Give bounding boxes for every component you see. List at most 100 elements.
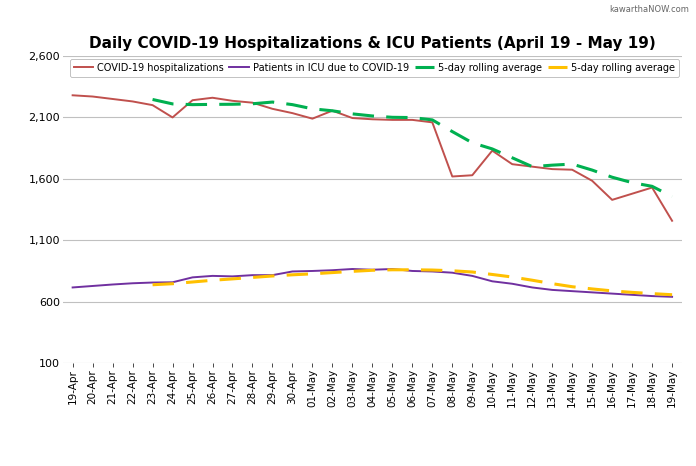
5-day rolling average [648, 184, 656, 189]
Patients in ICU due to COVID-19 [168, 280, 177, 285]
Line: Patients in ICU due to COVID-19: Patients in ICU due to COVID-19 [72, 269, 672, 297]
COVID-19 hospitalizations [189, 97, 197, 103]
Patients in ICU due to COVID-19 [88, 283, 97, 289]
COVID-19 hospitalizations [88, 94, 97, 99]
Patients in ICU due to COVID-19 [368, 267, 377, 273]
COVID-19 hospitalizations [668, 218, 677, 224]
5-day rolling average [308, 106, 317, 112]
Patients in ICU due to COVID-19 [528, 285, 537, 290]
Patients in ICU due to COVID-19 [248, 272, 257, 278]
COVID-19 hospitalizations [208, 95, 216, 101]
COVID-19 hospitalizations [228, 98, 237, 103]
Patients in ICU due to COVID-19 [428, 269, 436, 274]
5-day rolling average [448, 268, 457, 274]
5-day rolling average [508, 274, 516, 280]
Patients in ICU due to COVID-19 [548, 287, 556, 293]
Patients in ICU due to COVID-19 [468, 273, 477, 279]
5-day rolling average [588, 167, 596, 173]
COVID-19 hospitalizations [168, 115, 177, 120]
COVID-19 hospitalizations [288, 110, 296, 116]
Patients in ICU due to COVID-19 [329, 267, 337, 273]
Legend: COVID-19 hospitalizations, Patients in ICU due to COVID-19, 5-day rolling averag: COVID-19 hospitalizations, Patients in I… [70, 59, 679, 76]
COVID-19 hospitalizations [408, 117, 416, 123]
5-day rolling average [288, 272, 296, 278]
5-day rolling average [168, 101, 177, 107]
COVID-19 hospitalizations [508, 161, 516, 167]
5-day rolling average [148, 282, 157, 288]
5-day rolling average [608, 174, 617, 180]
5-day rolling average [488, 146, 496, 152]
Line: COVID-19 hospitalizations: COVID-19 hospitalizations [72, 95, 672, 221]
COVID-19 hospitalizations [388, 117, 397, 123]
Patients in ICU due to COVID-19 [348, 266, 356, 272]
Patients in ICU due to COVID-19 [508, 281, 516, 287]
COVID-19 hospitalizations [348, 115, 356, 121]
5-day rolling average [408, 115, 416, 120]
5-day rolling average [329, 108, 337, 114]
Patients in ICU due to COVID-19 [628, 292, 636, 298]
COVID-19 hospitalizations [308, 116, 317, 122]
COVID-19 hospitalizations [368, 116, 377, 122]
Patients in ICU due to COVID-19 [388, 266, 397, 272]
Patients in ICU due to COVID-19 [648, 293, 656, 299]
5-day rolling average [568, 161, 576, 167]
Title: Daily COVID-19 Hospitalizations & ICU Patients (April 19 - May 19): Daily COVID-19 Hospitalizations & ICU Pa… [89, 35, 656, 51]
COVID-19 hospitalizations [448, 174, 457, 179]
5-day rolling average [168, 281, 177, 287]
COVID-19 hospitalizations [109, 96, 117, 102]
5-day rolling average [628, 180, 636, 185]
Patients in ICU due to COVID-19 [408, 268, 416, 274]
COVID-19 hospitalizations [588, 178, 596, 184]
COVID-19 hospitalizations [628, 191, 636, 197]
Patients in ICU due to COVID-19 [588, 289, 596, 295]
5-day rolling average [228, 102, 237, 107]
Patients in ICU due to COVID-19 [308, 268, 317, 274]
Patients in ICU due to COVID-19 [668, 294, 677, 300]
COVID-19 hospitalizations [329, 108, 337, 113]
5-day rolling average [208, 102, 216, 107]
5-day rolling average [468, 140, 477, 145]
5-day rolling average [368, 267, 377, 273]
5-day rolling average [189, 102, 197, 108]
5-day rolling average [388, 115, 397, 120]
COVID-19 hospitalizations [548, 166, 556, 172]
5-day rolling average [348, 111, 356, 116]
5-day rolling average [148, 96, 157, 102]
Line: 5-day rolling average: 5-day rolling average [152, 270, 672, 295]
Patients in ICU due to COVID-19 [448, 270, 457, 275]
5-day rolling average [668, 292, 677, 297]
Patients in ICU due to COVID-19 [568, 288, 576, 294]
5-day rolling average [548, 281, 556, 287]
Patients in ICU due to COVID-19 [228, 274, 237, 279]
5-day rolling average [568, 284, 576, 289]
5-day rolling average [368, 113, 377, 119]
5-day rolling average [248, 274, 257, 280]
5-day rolling average [668, 194, 677, 199]
Patients in ICU due to COVID-19 [148, 280, 157, 285]
5-day rolling average [428, 117, 436, 123]
5-day rolling average [189, 279, 197, 285]
5-day rolling average [648, 291, 656, 296]
5-day rolling average [528, 164, 537, 170]
5-day rolling average [548, 162, 556, 168]
COVID-19 hospitalizations [648, 185, 656, 190]
COVID-19 hospitalizations [568, 167, 576, 172]
5-day rolling average [268, 99, 276, 105]
5-day rolling average [248, 101, 257, 107]
Patients in ICU due to COVID-19 [288, 269, 296, 274]
COVID-19 hospitalizations [608, 197, 617, 203]
Line: 5-day rolling average: 5-day rolling average [152, 99, 672, 197]
COVID-19 hospitalizations [528, 164, 537, 170]
5-day rolling average [308, 271, 317, 277]
COVID-19 hospitalizations [428, 120, 436, 125]
Text: kawarthaNOW.com: kawarthaNOW.com [609, 5, 689, 14]
5-day rolling average [468, 269, 477, 275]
5-day rolling average [348, 268, 356, 274]
Patients in ICU due to COVID-19 [68, 285, 77, 290]
5-day rolling average [208, 277, 216, 283]
Patients in ICU due to COVID-19 [268, 272, 276, 278]
5-day rolling average [228, 276, 237, 281]
5-day rolling average [329, 270, 337, 275]
5-day rolling average [288, 102, 296, 108]
COVID-19 hospitalizations [488, 148, 496, 153]
